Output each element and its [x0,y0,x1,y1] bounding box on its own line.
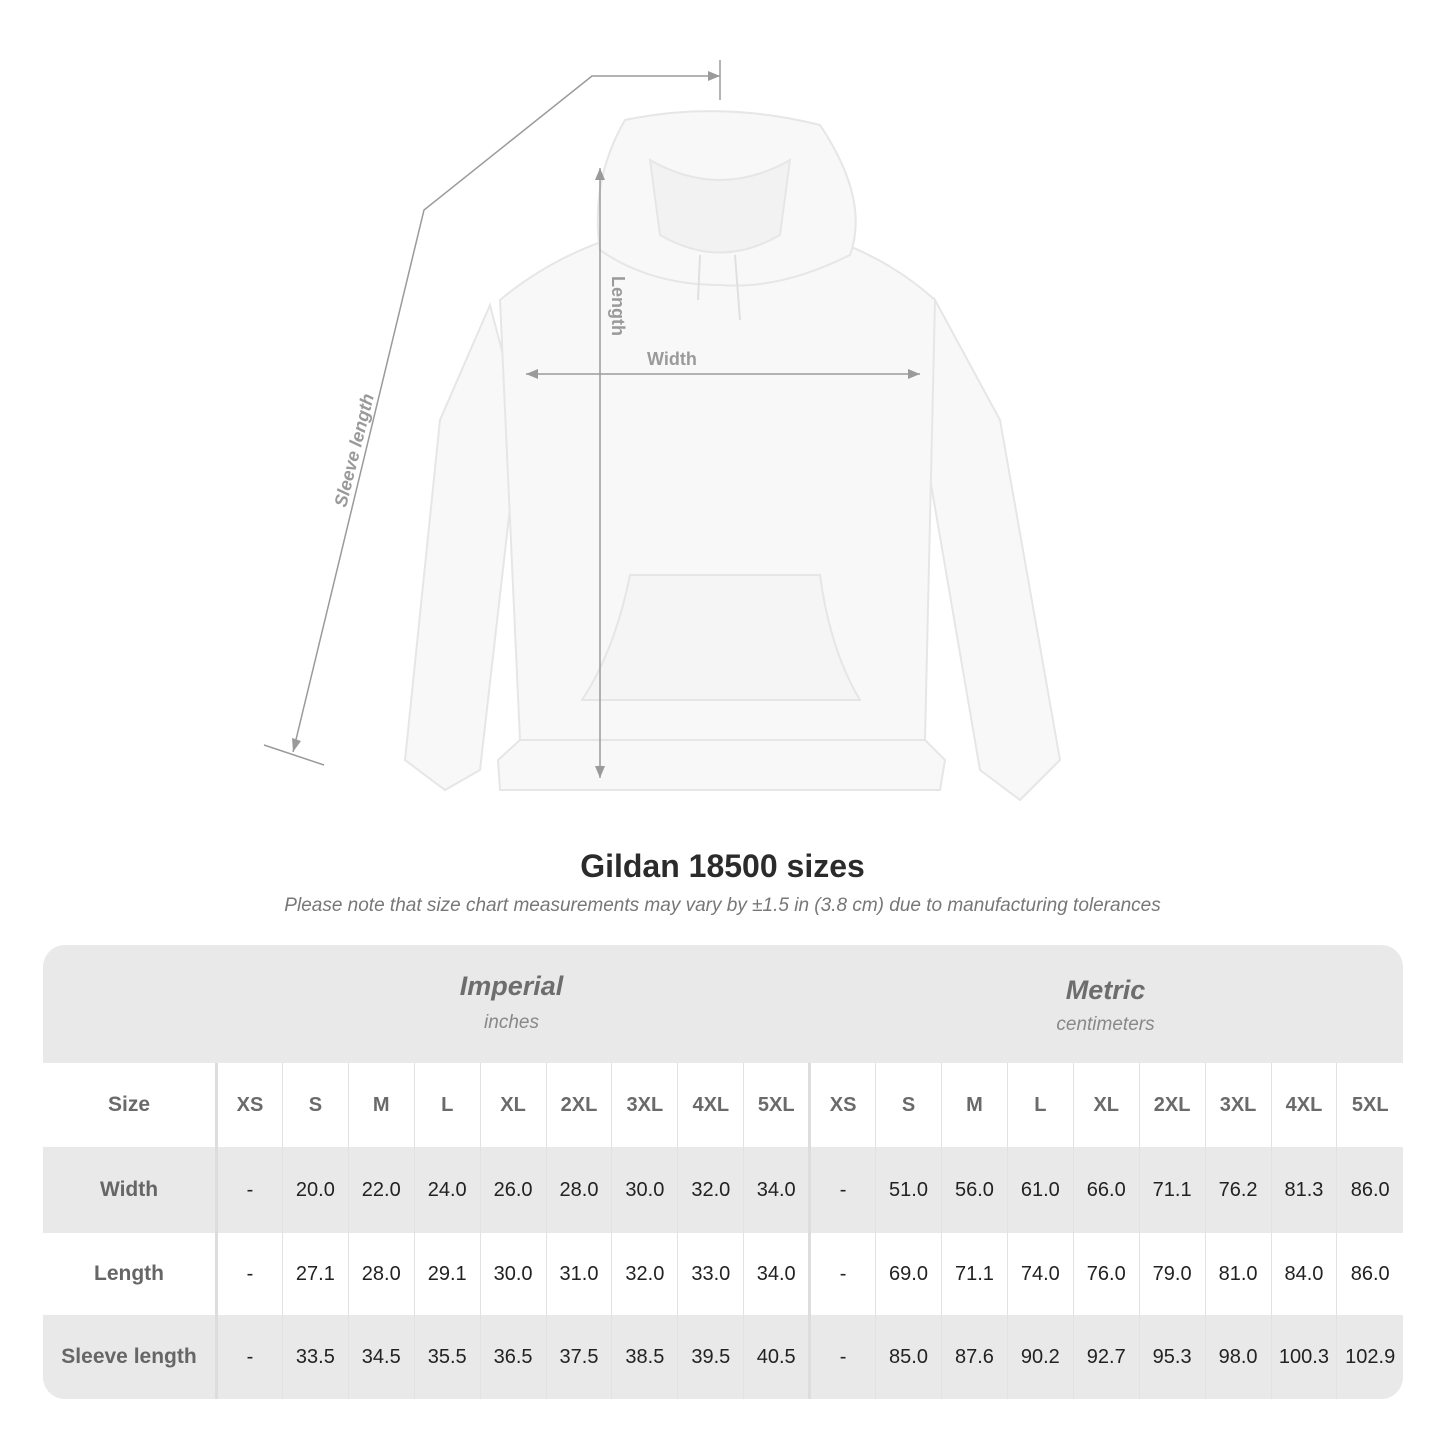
tolerance-note: Please note that size chart measurements… [284,895,1161,916]
imperial-value-cell: 40.5 [743,1315,810,1399]
imperial-title: Imperial [459,971,564,1001]
metric-value-cell: 95.3 [1138,1315,1206,1399]
metric-value-cell: - [808,1233,876,1315]
metric-value-cell: - [808,1315,876,1399]
metric-title: Metric [1065,975,1146,1005]
metric-value-cell: 84.0 [1270,1233,1337,1315]
imperial-value-cell: 34.5 [347,1315,415,1399]
metric-value-cell: 85.0 [875,1315,942,1399]
metric-value-cell: 71.1 [940,1233,1008,1315]
imperial-value-cell: 39.5 [677,1315,744,1399]
imperial-value-cell: 28.0 [545,1147,612,1233]
measurement-lines [263,60,920,778]
imperial-value-cell: 32.0 [611,1233,678,1315]
metric-value-cell: 100.3 [1270,1315,1337,1399]
metric-value-cell: 79.0 [1138,1233,1206,1315]
metric-unit: centimeters [1056,1014,1155,1035]
metric-size-header: M [940,1063,1008,1147]
metric-value-cell: 86.0 [1336,1233,1403,1315]
imperial-size-header: 4XL [677,1063,744,1147]
imperial-size-header: 3XL [611,1063,678,1147]
length-label: Length [608,276,628,336]
imperial-value-cell: 26.0 [479,1147,547,1233]
metric-value-cell: 61.0 [1006,1147,1074,1233]
imperial-value-cell: 22.0 [347,1147,415,1233]
page-title: Gildan 18500 sizes [580,848,865,884]
size-grid: Size XS S M L XL 2XL 3XL 4XL 5XL XS S M L XL 2XL 3XL 4XL 5… [43,1063,1403,1399]
imperial-value-cell: - [216,1315,283,1399]
hoodie-image [403,110,1062,802]
imperial-value-cell: 32.0 [677,1147,744,1233]
metric-size-header: XS [808,1063,876,1147]
sleeve-line [292,75,720,753]
metric-value-cell: 66.0 [1072,1147,1140,1233]
imperial-value-cell: 29.1 [413,1233,481,1315]
imperial-value-cell: 33.0 [677,1233,744,1315]
table-row: Width -20.0 22.0 24.0 26.0 28.0 30.0 32.0 34.0-5… [43,1147,1403,1233]
metric-value-cell: 81.0 [1204,1233,1271,1315]
metric-value-cell: 76.2 [1204,1147,1271,1233]
imperial-unit: inches [484,1012,539,1033]
imperial-header: Imperial inches [215,945,808,1063]
imperial-value-cell: 35.5 [413,1315,481,1399]
table-row: Length -27.1 28.0 29.1 30.0 31.0 32.0 33.0 34.0-… [43,1233,1403,1315]
imperial-value-cell: 30.0 [611,1147,678,1233]
imperial-value-cell: 27.1 [281,1233,349,1315]
imperial-size-header: 2XL [545,1063,612,1147]
imperial-value-cell: 34.0 [743,1233,810,1315]
metric-value-cell: 92.7 [1072,1315,1140,1399]
metric-value-cell: 56.0 [940,1147,1008,1233]
imperial-value-cell: 34.0 [743,1147,810,1233]
metric-size-header: L [1006,1063,1074,1147]
metric-value-cell: 81.3 [1270,1147,1337,1233]
table-row: Sleeve length -33.5 34.5 35.5 36.5 37.5 38.5 39… [43,1315,1403,1399]
metric-value-cell: 98.0 [1204,1315,1271,1399]
metric-size-header: 3XL [1204,1063,1271,1147]
imperial-size-header: XS [216,1063,283,1147]
metric-value-cell: 86.0 [1336,1147,1403,1233]
metric-size-header: 4XL [1270,1063,1337,1147]
imperial-size-header: XL [479,1063,547,1147]
imperial-value-cell: 37.5 [545,1315,612,1399]
metric-value-cell: 71.1 [1138,1147,1206,1233]
imperial-value-cell: 31.0 [545,1233,612,1315]
size-label: Size [43,1063,218,1147]
row-label: Length [43,1233,218,1315]
imperial-value-cell: 28.0 [347,1233,415,1315]
metric-size-header: XL [1072,1063,1140,1147]
imperial-value-cell: 30.0 [479,1233,547,1315]
metric-value-cell: 102.9 [1336,1315,1403,1399]
imperial-value-cell: - [216,1233,283,1315]
size-header-row: Size XS S M L XL 2XL 3XL 4XL 5XL XS S M L XL 2XL 3XL 4XL 5… [43,1063,1403,1147]
imperial-value-cell: 33.5 [281,1315,349,1399]
metric-value-cell: - [808,1147,876,1233]
imperial-value-cell: 36.5 [479,1315,547,1399]
metric-size-header: 2XL [1138,1063,1206,1147]
sleeve-length-label: Sleeve length [330,392,377,509]
metric-size-header: 5XL [1336,1063,1403,1147]
metric-value-cell: 51.0 [875,1147,942,1233]
size-table: Imperial inches Metric centimeters Size X… [43,945,1403,1399]
imperial-size-header: L [413,1063,481,1147]
imperial-size-header: S [281,1063,349,1147]
imperial-value-cell: - [216,1147,283,1233]
metric-value-cell: 90.2 [1006,1315,1074,1399]
width-label: Width [647,349,697,369]
metric-value-cell: 76.0 [1072,1233,1140,1315]
metric-value-cell: 87.6 [940,1315,1008,1399]
imperial-value-cell: 20.0 [281,1147,349,1233]
metric-value-cell: 74.0 [1006,1233,1074,1315]
imperial-size-header: 5XL [743,1063,810,1147]
row-label: Width [43,1147,218,1233]
imperial-value-cell: 38.5 [611,1315,678,1399]
imperial-value-cell: 24.0 [413,1147,481,1233]
imperial-size-header: M [347,1063,415,1147]
metric-size-header: S [875,1063,942,1147]
row-label: Sleeve length [43,1315,218,1399]
metric-value-cell: 69.0 [875,1233,942,1315]
metric-header: Metric centimeters [808,945,1403,1063]
hoodie-diagram: Length Width Sleeve length [263,60,1062,802]
